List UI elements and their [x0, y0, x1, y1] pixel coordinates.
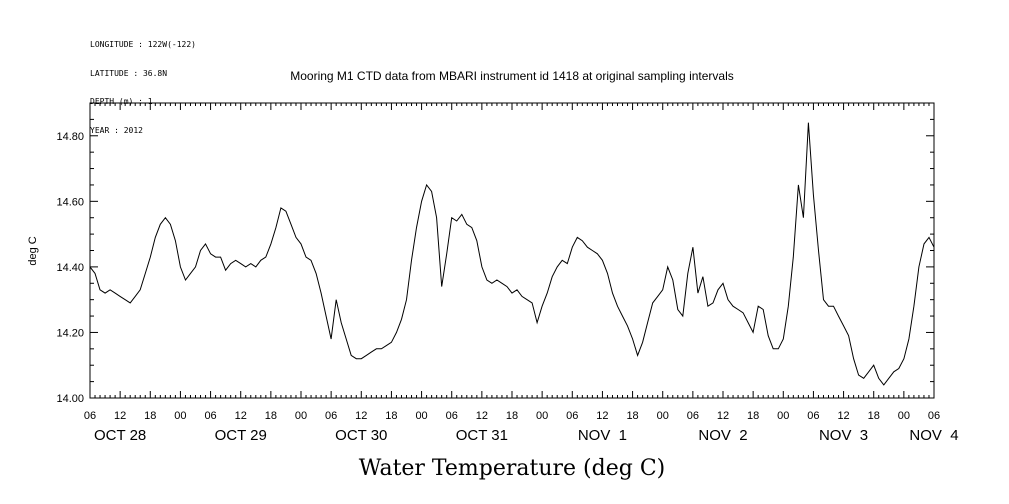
metadata-latitude: LATITUDE : 36.8N: [90, 68, 168, 78]
y-tick-label: 14.40: [56, 262, 84, 274]
x-tick-label: 06: [84, 410, 96, 422]
x-tick-label: 12: [114, 410, 126, 422]
y-axis-label: deg C: [27, 236, 39, 265]
x-tick-label: 12: [355, 410, 367, 422]
x-tick-label: 18: [626, 410, 638, 422]
water-temperature-line: [89, 122, 935, 386]
x-tick-label: 00: [415, 410, 427, 422]
y-tick-label: 14.20: [56, 327, 84, 339]
x-day-label: OCT 30: [335, 427, 387, 444]
x-tick-label: 18: [265, 410, 277, 422]
x-tick-label: 06: [928, 410, 940, 422]
x-tick-label: 18: [868, 410, 880, 422]
x-tick-label: 06: [446, 410, 458, 422]
tick-marks: [89, 102, 935, 399]
x-tick-label: 12: [596, 410, 608, 422]
x-day-label: OCT 31: [456, 427, 508, 444]
x-tick-label: 06: [204, 410, 216, 422]
x-tick-label: 12: [837, 410, 849, 422]
x-axis-label: Water Temperature (deg C): [359, 456, 666, 481]
metadata-block: LONGITUDE : 122W(-122) LATITUDE : 36.8N …: [90, 21, 196, 145]
y-tick-label: 14.60: [56, 196, 84, 208]
x-day-label: NOV 2: [698, 427, 747, 444]
x-day-label: NOV 3: [819, 427, 868, 444]
x-tick-label: 06: [687, 410, 699, 422]
x-tick-label: 00: [295, 410, 307, 422]
x-tick-label: 12: [235, 410, 247, 422]
x-tick-label: 00: [174, 410, 186, 422]
x-day-labels: OCT 28 OCT 29 OCT 30 OCT 31 NOV 1 NOV 2 NOV 3 N…: [94, 427, 959, 444]
x-day-label: NOV 4: [909, 427, 958, 444]
x-tick-label: 00: [536, 410, 548, 422]
x-tick-label: 00: [657, 410, 669, 422]
metadata-depth: DEPTH (m) : 1: [90, 97, 153, 106]
x-day-label: OCT 29: [215, 427, 267, 444]
metadata-longitude: LONGITUDE : 122W(-122): [90, 40, 196, 49]
x-tick-label: 06: [566, 410, 578, 422]
x-tick-label: 06: [807, 410, 819, 422]
metadata-year: YEAR : 2012: [90, 125, 143, 135]
x-tick-label: 12: [476, 410, 488, 422]
x-tick-label: 18: [144, 410, 156, 422]
x-tick-label: 00: [898, 410, 910, 422]
x-tick-label: 18: [506, 410, 518, 422]
x-day-label: NOV 1: [578, 427, 627, 444]
x-tick-label: 12: [717, 410, 729, 422]
chart-title: Mooring M1 CTD data from MBARI instrumen…: [290, 69, 734, 83]
x-tick-label: 00: [777, 410, 789, 422]
y-tick-label: 14.80: [56, 131, 84, 143]
x-tick-label: 18: [747, 410, 759, 422]
x-tick-label: 18: [385, 410, 397, 422]
y-tick-labels: 14.00 14.20 14.40 14.60 14.80: [56, 131, 84, 405]
x-day-label: OCT 28: [94, 427, 146, 444]
x-tick-labels: 06 12 18 00 06 12 18 00 06 12 18 00 06 12 18 00 06 12 18 00…: [84, 410, 940, 422]
x-tick-label: 06: [325, 410, 337, 422]
y-tick-label: 14.00: [56, 393, 84, 405]
